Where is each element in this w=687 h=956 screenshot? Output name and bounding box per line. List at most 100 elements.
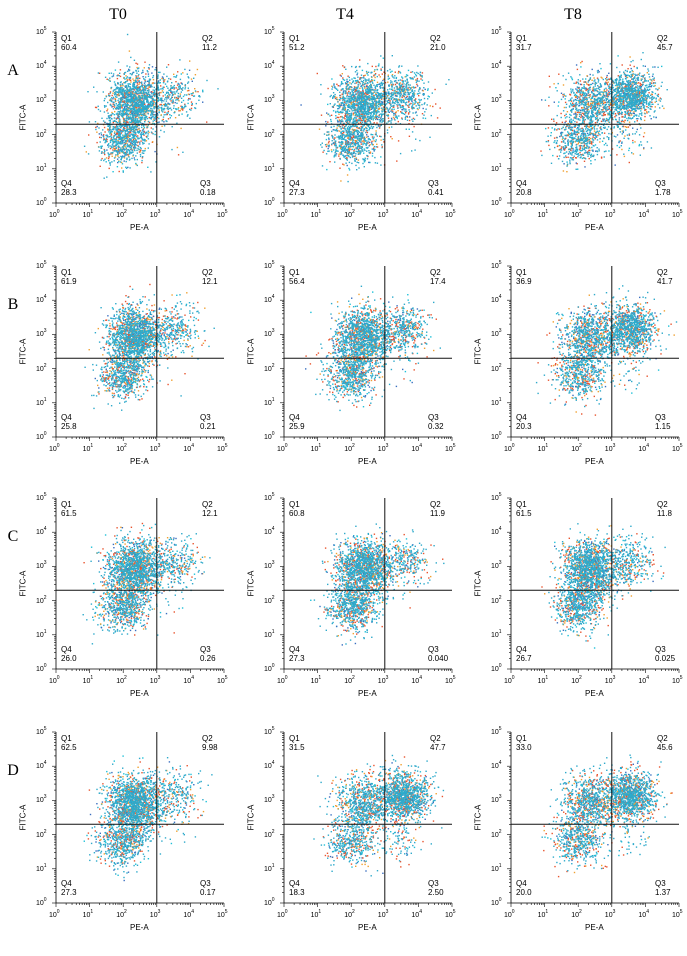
data-point	[175, 81, 176, 82]
data-point	[96, 132, 97, 133]
data-point	[145, 88, 146, 89]
data-point	[133, 108, 134, 109]
data-point	[122, 131, 123, 132]
data-point	[116, 103, 117, 104]
data-point	[379, 114, 380, 115]
data-point	[349, 89, 350, 90]
data-point	[374, 69, 375, 70]
data-point	[142, 142, 143, 143]
data-point	[166, 86, 167, 87]
data-point	[341, 143, 342, 144]
data-point	[151, 113, 152, 114]
data-point	[111, 134, 112, 135]
x-axis-label: PE-A	[130, 223, 149, 232]
data-point	[141, 85, 142, 86]
data-point	[108, 93, 109, 94]
data-point	[398, 115, 399, 116]
data-point	[397, 105, 398, 106]
data-point	[133, 130, 134, 131]
data-point	[192, 104, 193, 105]
data-point	[148, 110, 149, 111]
data-point	[121, 138, 122, 139]
data-point	[112, 131, 113, 132]
data-point	[353, 137, 354, 138]
data-point	[362, 122, 363, 123]
data-point	[400, 105, 401, 106]
data-point	[322, 152, 323, 153]
data-point	[398, 121, 399, 122]
data-point	[378, 111, 379, 112]
data-point	[137, 159, 138, 160]
data-point	[133, 120, 134, 121]
data-point	[372, 144, 373, 145]
data-point	[98, 106, 99, 107]
data-point	[347, 165, 348, 166]
data-point	[398, 72, 399, 73]
data-point	[161, 105, 162, 106]
data-point	[177, 147, 178, 148]
data-point	[402, 97, 403, 98]
data-point	[103, 160, 104, 161]
data-point	[129, 110, 130, 111]
data-point	[146, 96, 147, 97]
data-point	[128, 108, 129, 109]
data-point	[146, 136, 147, 137]
data-point	[107, 135, 108, 136]
data-point	[152, 128, 153, 129]
data-point	[133, 106, 134, 107]
data-point	[138, 88, 139, 89]
data-point	[377, 69, 378, 70]
data-point	[124, 103, 125, 104]
data-point	[352, 102, 353, 103]
data-point	[397, 87, 398, 88]
data-point	[409, 120, 410, 121]
data-point	[114, 92, 115, 93]
data-point	[336, 127, 337, 128]
data-point	[393, 113, 394, 114]
data-point	[326, 139, 327, 140]
data-point	[142, 129, 143, 130]
data-point	[129, 151, 130, 152]
data-point	[193, 78, 194, 79]
data-point	[137, 88, 138, 89]
data-point	[340, 98, 341, 99]
data-point	[114, 141, 115, 142]
data-point	[111, 161, 112, 162]
data-point	[102, 146, 103, 147]
data-point	[379, 126, 380, 127]
data-point	[149, 105, 150, 106]
data-point	[128, 94, 129, 95]
data-point	[406, 84, 407, 85]
data-point	[170, 100, 171, 101]
data-point	[394, 90, 395, 91]
data-point	[349, 162, 350, 163]
data-point	[368, 102, 369, 103]
data-point	[346, 155, 347, 156]
data-point	[364, 148, 365, 149]
data-point	[378, 94, 379, 95]
data-point	[153, 75, 154, 76]
data-point	[186, 94, 187, 95]
data-point	[105, 141, 106, 142]
data-point	[124, 74, 125, 75]
data-point	[358, 167, 359, 168]
data-point	[387, 70, 388, 71]
data-point	[135, 112, 136, 113]
data-point	[356, 159, 357, 160]
data-point	[182, 152, 183, 153]
data-point	[104, 151, 105, 152]
data-point	[123, 156, 124, 157]
data-point	[140, 150, 141, 151]
data-point	[110, 121, 111, 122]
data-point	[170, 98, 171, 99]
data-point	[139, 143, 140, 144]
data-point	[127, 114, 128, 115]
data-point	[120, 149, 121, 150]
data-point	[198, 100, 199, 101]
data-point	[191, 78, 192, 79]
data-point	[124, 100, 125, 101]
data-point	[111, 137, 112, 138]
data-point	[103, 91, 104, 92]
data-point	[134, 143, 135, 144]
data-point	[320, 84, 321, 85]
